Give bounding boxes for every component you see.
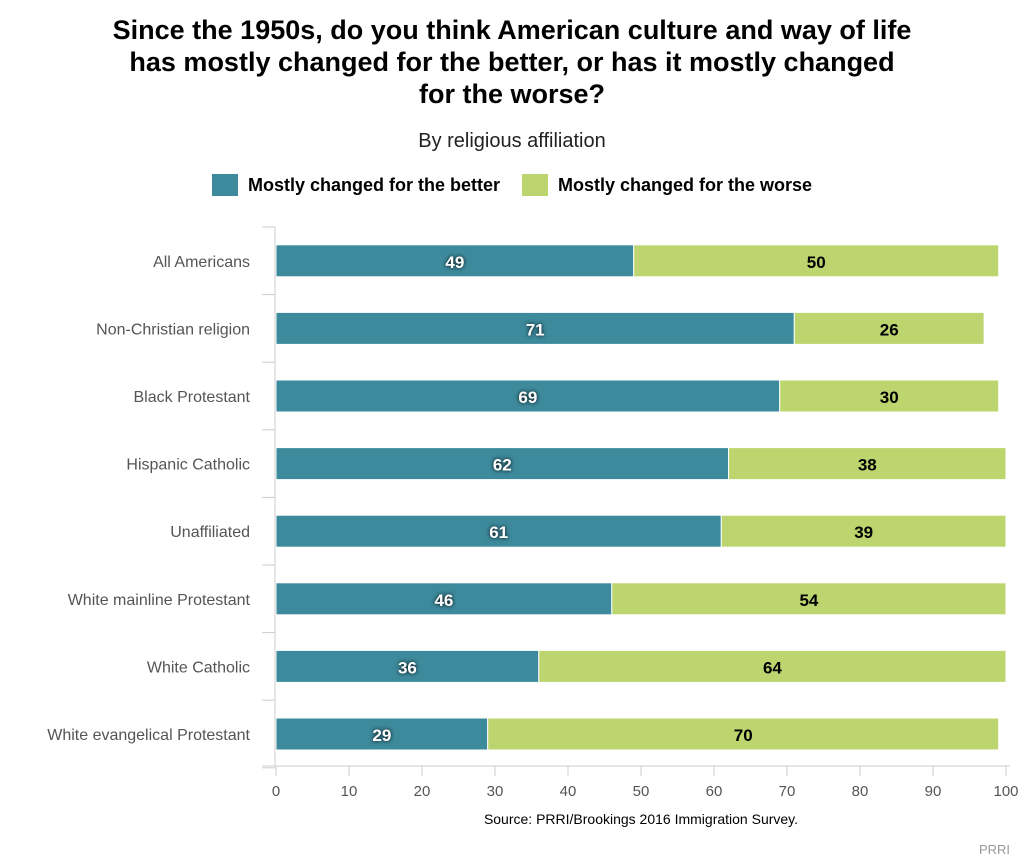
- title-line: has mostly changed for the better, or ha…: [129, 47, 895, 77]
- bar-segment: [720, 514, 1007, 548]
- legend: Mostly changed for the better Mostly cha…: [0, 174, 1024, 196]
- bar-segment: [487, 717, 1000, 751]
- legend-label: Mostly changed for the better: [247, 174, 500, 195]
- x-tick-label: 60: [706, 783, 723, 800]
- bar-segment: [728, 447, 1007, 481]
- x-tick-label: 50: [633, 783, 650, 800]
- bar-segment: [275, 582, 613, 616]
- data-label: 49: [445, 253, 464, 272]
- x-tick-label: 30: [487, 783, 504, 800]
- category-label: White Catholic: [147, 659, 250, 676]
- x-tick-label: 70: [779, 783, 796, 800]
- bar-segment: [275, 311, 795, 345]
- data-label: 61: [489, 523, 508, 542]
- data-label: 46: [434, 591, 453, 610]
- x-tick-label: 90: [925, 783, 942, 800]
- x-tick-label: 0: [272, 783, 280, 800]
- data-label: 71: [526, 320, 545, 339]
- x-tick-label: 40: [560, 783, 577, 800]
- category-label: Unaffiliated: [170, 524, 250, 541]
- x-tick-label: 10: [341, 783, 358, 800]
- bar-segment: [275, 717, 489, 751]
- title-line: Since the 1950s, do you think American c…: [112, 15, 912, 45]
- brand-logo: PRRI: [978, 842, 1010, 857]
- data-label: 50: [807, 253, 826, 272]
- data-label: 39: [854, 523, 873, 542]
- bar-segment: [275, 447, 730, 481]
- legend-swatch: [211, 174, 238, 196]
- x-tick-label: 100: [993, 783, 1018, 800]
- bar-segment: [633, 244, 1000, 278]
- bar-segment: [793, 311, 985, 345]
- legend-label: Mostly changed for the worse: [557, 174, 813, 195]
- category-label: Hispanic Catholic: [126, 457, 250, 474]
- bar-segment: [275, 514, 722, 548]
- data-label: 36: [398, 658, 417, 677]
- category-label: Non-Christian religion: [96, 321, 250, 338]
- data-label: 64: [763, 658, 782, 677]
- data-label: 70: [734, 726, 753, 745]
- category-label: All Americans: [153, 254, 250, 271]
- legend-item-worse[interactable]: Mostly changed for the worse: [521, 174, 813, 196]
- category-label: White mainline Protestant: [68, 592, 251, 609]
- x-tick-label: 80: [852, 783, 869, 800]
- data-label: 69: [518, 388, 537, 407]
- data-label: 26: [880, 320, 899, 339]
- category-label: Black Protestant: [134, 389, 251, 406]
- bar-segment: [275, 244, 635, 278]
- category-label: White evangelical Protestant: [47, 727, 250, 744]
- bar-segment: [779, 379, 1000, 413]
- chart-subtitle: By religious affiliation: [418, 130, 606, 152]
- x-tick-label: 20: [414, 783, 431, 800]
- chart-title: Since the 1950s, do you think American c…: [0, 14, 1024, 110]
- data-label: 62: [493, 456, 512, 475]
- bar-segment: [538, 649, 1007, 683]
- legend-item-better[interactable]: Mostly changed for the better: [211, 174, 500, 196]
- bar-segment: [611, 582, 1007, 616]
- data-label: 38: [858, 456, 877, 475]
- title-line: for the worse?: [418, 79, 606, 109]
- data-label: 29: [372, 726, 391, 745]
- source-note: Source: PRRI/Brookings 2016 Immigration …: [483, 811, 799, 827]
- data-label: 54: [799, 591, 818, 610]
- data-label: 30: [880, 388, 899, 407]
- legend-swatch: [521, 174, 548, 196]
